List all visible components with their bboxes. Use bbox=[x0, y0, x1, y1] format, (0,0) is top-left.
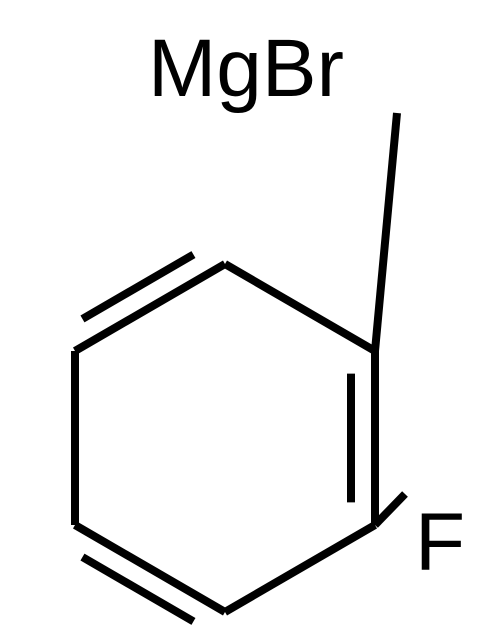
bond-c2-c3 bbox=[225, 525, 375, 612]
substituent-label-F: F bbox=[415, 497, 465, 588]
label-layer: MgBr F bbox=[148, 23, 465, 588]
bond-c6-c1 bbox=[225, 264, 375, 351]
bond-c5-c6-inner bbox=[82, 255, 193, 319]
substituent-bond-1 bbox=[375, 494, 405, 525]
substituent-label-MgBr: MgBr bbox=[148, 23, 344, 114]
molecule-diagram: MgBr F bbox=[0, 0, 503, 640]
substituent-bond-0 bbox=[375, 113, 397, 351]
bond-layer bbox=[75, 113, 405, 621]
bond-c3-c4-inner bbox=[82, 557, 193, 621]
